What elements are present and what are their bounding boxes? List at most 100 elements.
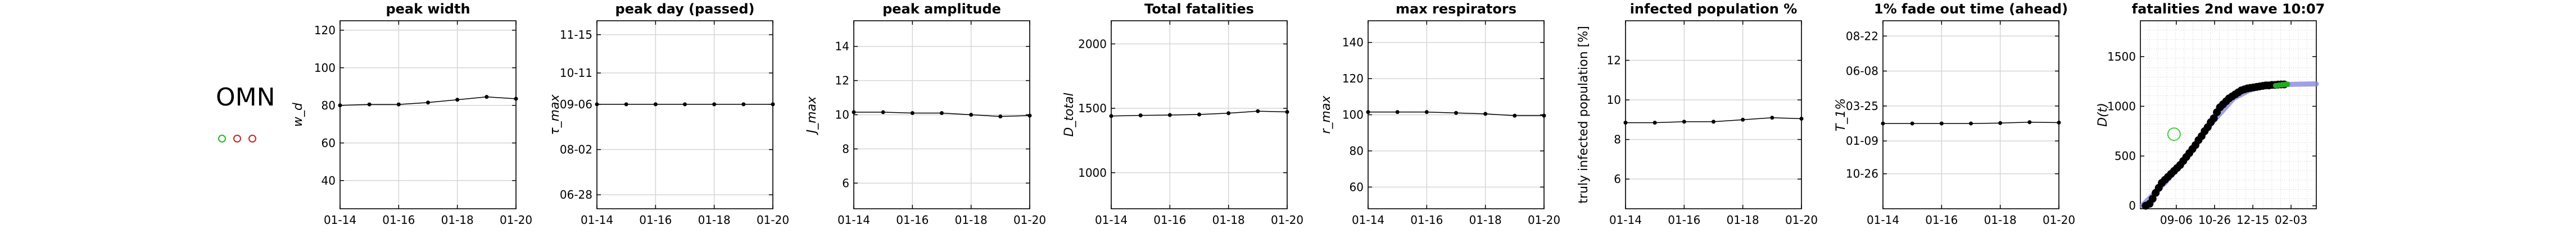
chart-title: 1% fade out time (ahead) xyxy=(1874,1,2068,17)
indicator-dots xyxy=(218,135,263,146)
data-point xyxy=(1910,121,1914,126)
data-point xyxy=(653,102,658,107)
y-tick-label: 100 xyxy=(314,61,336,75)
data-point xyxy=(881,110,885,114)
y-tick-label: 6 xyxy=(1614,172,1621,186)
y-tick-label: 80 xyxy=(322,99,336,112)
data-point xyxy=(514,97,518,101)
x-tick-label: 01-14 xyxy=(1352,213,1384,227)
chart-title: fatalities 2nd wave 10:07 xyxy=(2132,1,2325,17)
y-axis-label: w_d xyxy=(291,102,305,127)
y-tick-label: 1000 xyxy=(1078,166,1107,180)
data-point xyxy=(771,102,775,107)
chart-panel-2: peak day (passed) 06-28 08-02 09-06 10-11 11-… xyxy=(548,1,789,227)
data-point xyxy=(595,102,599,107)
chart-panel-8: fatalities 2nd wave 10:07 0 500 1000 1500 09-… xyxy=(2096,1,2325,227)
x-tick-label: 01-18 xyxy=(441,213,474,227)
x-tick-label: 02-03 xyxy=(2275,213,2307,227)
y-tick-label: 8 xyxy=(842,142,849,155)
chart-title: peak width xyxy=(386,1,470,17)
indicator-dot-red-2 xyxy=(248,135,256,143)
y-tick-label: 06-08 xyxy=(1846,65,1878,78)
recent-point xyxy=(2284,81,2290,88)
y-tick-label: 6 xyxy=(842,176,849,190)
data-point xyxy=(1513,113,1517,118)
data-point xyxy=(1770,116,1774,120)
x-tick-label: 01-18 xyxy=(1727,213,1759,227)
y-tick-label: 03-25 xyxy=(1846,99,1878,113)
y-tick-label: 60 xyxy=(1350,180,1364,194)
y-tick-label: 0 xyxy=(2129,199,2136,213)
data-point xyxy=(367,102,372,107)
x-tick-label: 01-18 xyxy=(1469,213,1502,227)
chart-title: peak amplitude xyxy=(882,1,1001,17)
x-tick-label: 01-20 xyxy=(1271,213,1303,227)
y-axis-label: T_1% xyxy=(1834,98,1848,131)
y-tick-label: 09-06 xyxy=(560,98,592,111)
data-point xyxy=(1138,113,1143,118)
observed-point xyxy=(2210,114,2218,122)
data-point xyxy=(940,111,944,115)
plot-frame xyxy=(1882,20,2059,209)
marker-circle xyxy=(2167,127,2181,141)
data-point xyxy=(1109,114,1113,118)
x-tick-label: 01-16 xyxy=(896,213,929,227)
y-tick-label: 10 xyxy=(1607,93,1621,107)
y-tick-label: 500 xyxy=(2115,149,2136,163)
x-tick-label: 01-18 xyxy=(1984,213,2017,227)
y-tick-label: 120 xyxy=(314,24,336,37)
chart-panel-5: max respirators 60 80 100 120 140 01-14 01-16 01… xyxy=(1319,1,1560,227)
country-label: OMN xyxy=(216,83,275,112)
x-tick-label: 01-20 xyxy=(757,213,789,227)
y-tick-label: 8 xyxy=(1614,133,1621,146)
data-point xyxy=(1285,109,1289,114)
y-tick-label: 10 xyxy=(835,108,849,122)
x-tick-label: 01-14 xyxy=(837,213,870,227)
chart-title: max respirators xyxy=(1396,1,1516,17)
data-point xyxy=(683,102,687,107)
observed-point xyxy=(2148,195,2157,203)
x-tick-label: 01-18 xyxy=(1212,213,1245,227)
data-point xyxy=(910,111,914,115)
data-point xyxy=(1483,112,1488,116)
x-tick-label: 01-20 xyxy=(2043,213,2075,227)
plot-frame xyxy=(339,20,517,209)
x-tick-label: 01-18 xyxy=(955,213,988,227)
y-tick-label: 1500 xyxy=(2107,50,2136,63)
plot-frame xyxy=(1625,20,1802,209)
x-tick-label: 09-06 xyxy=(2160,213,2193,227)
x-tick-label: 01-20 xyxy=(1785,213,1818,227)
y-tick-label: 120 xyxy=(1342,72,1364,85)
data-point xyxy=(485,95,489,99)
y-axis-label: truly infected population [%] xyxy=(1577,26,1591,203)
chart-panel-7: 1% fade out time (ahead) 10-26 01-09 03-25 0… xyxy=(1834,1,2075,227)
y-tick-label: 14 xyxy=(835,40,849,53)
plot-frame xyxy=(596,20,773,209)
data-point xyxy=(1741,117,1745,122)
data-point xyxy=(1167,113,1172,117)
x-tick-label: 01-16 xyxy=(1153,213,1186,227)
x-tick-label: 01-14 xyxy=(1609,213,1642,227)
y-tick-label: 2000 xyxy=(1078,37,1107,51)
data-point xyxy=(969,113,974,117)
y-axis-label: r_max xyxy=(1319,95,1333,134)
x-tick-label: 01-20 xyxy=(1528,213,1560,227)
chart-title: peak day (passed) xyxy=(615,1,755,17)
x-tick-label: 01-16 xyxy=(1410,213,1443,227)
y-tick-label: 140 xyxy=(1342,36,1364,49)
y-tick-label: 100 xyxy=(1342,108,1364,122)
x-tick-label: 01-14 xyxy=(581,213,613,227)
y-tick-label: 40 xyxy=(322,174,336,187)
data-point xyxy=(998,114,1003,119)
y-tick-label: 1000 xyxy=(2107,99,2136,113)
x-tick-label: 01-18 xyxy=(698,213,731,227)
plot-frame xyxy=(2140,20,2317,209)
chart-panel-4: Total fatalities 1000 1500 2000 01-14 01-16 01… xyxy=(1062,1,1303,227)
data-point xyxy=(1712,120,1715,124)
x-tick-label: 12-15 xyxy=(2237,213,2269,227)
data-point xyxy=(396,102,401,107)
indicator-dot-red-1 xyxy=(233,135,241,143)
x-tick-label: 01-20 xyxy=(500,213,532,227)
data-point xyxy=(1682,120,1686,124)
